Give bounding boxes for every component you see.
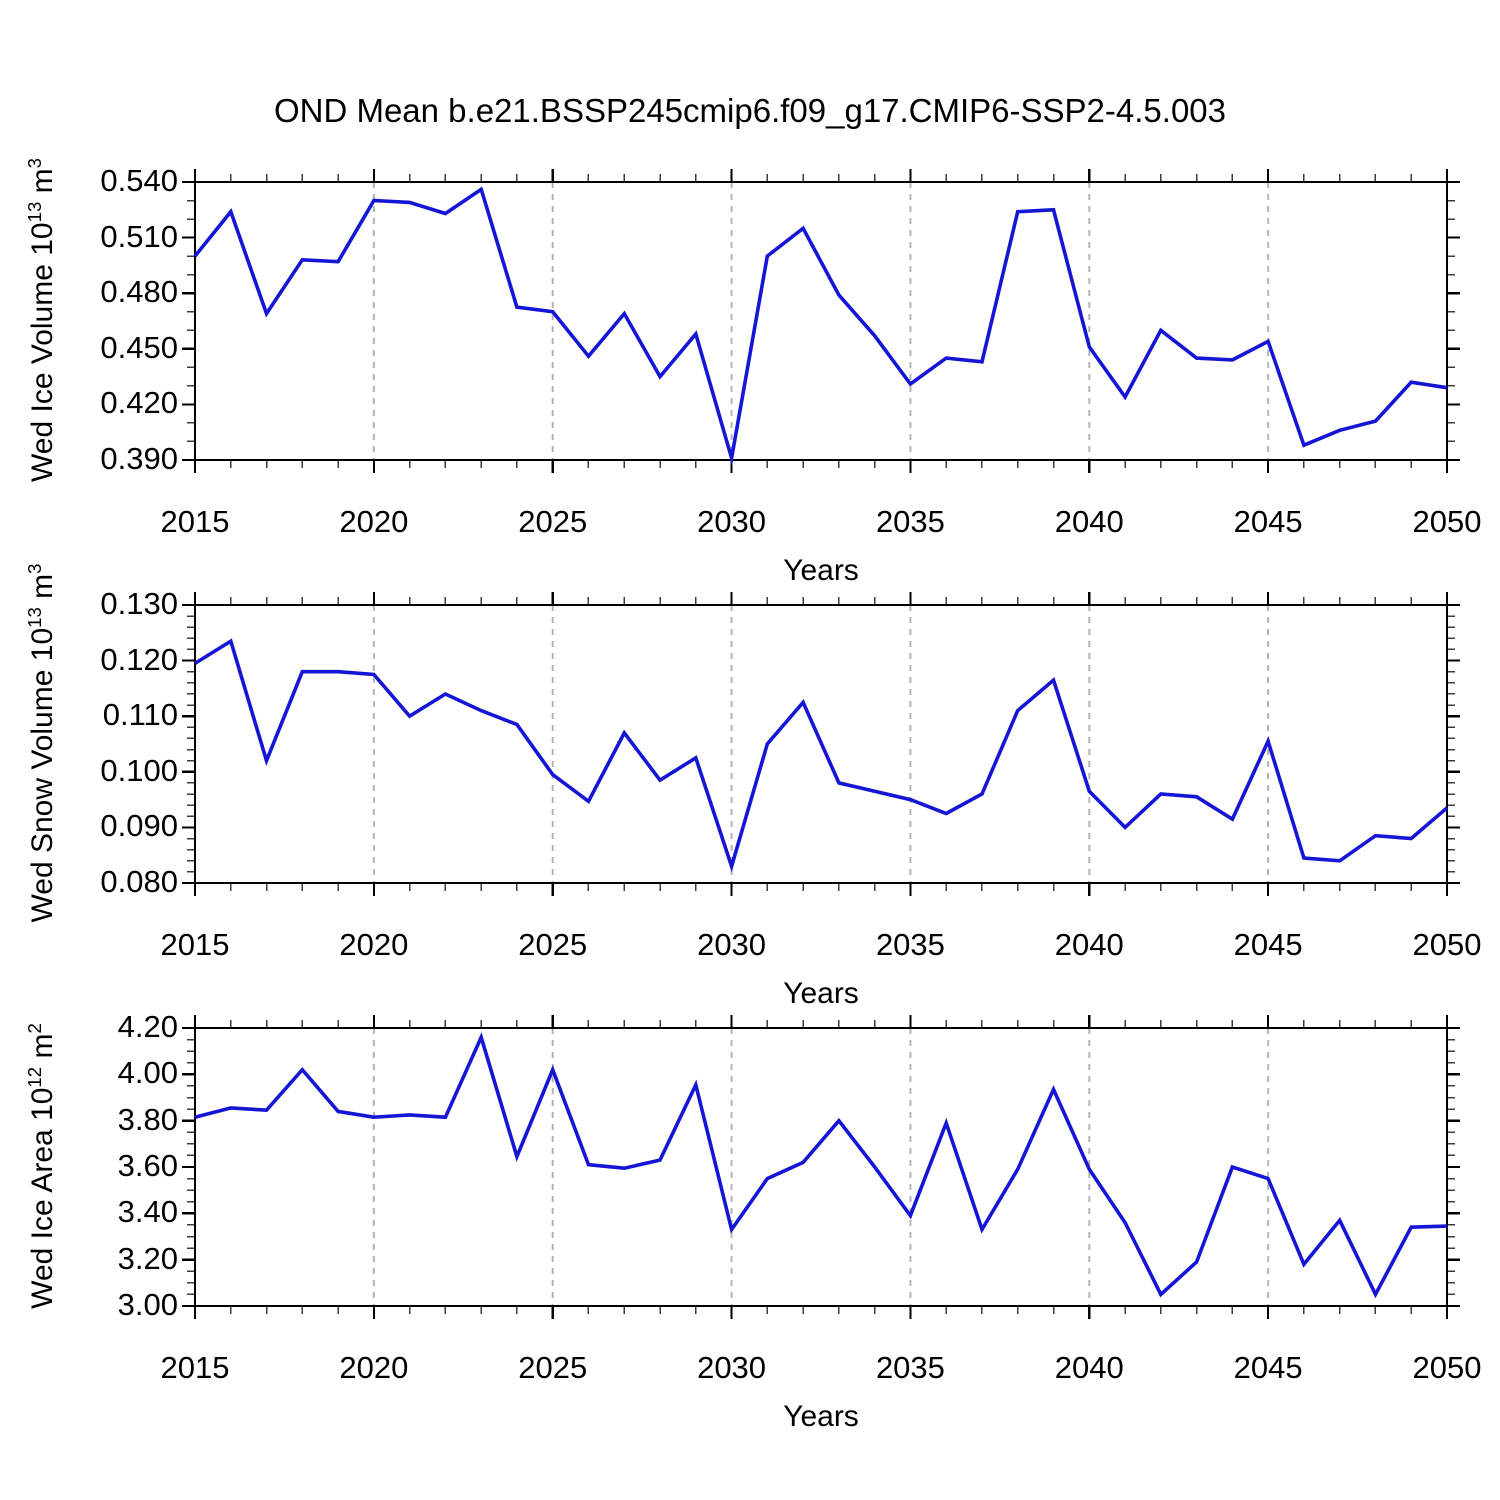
x-tick-label: 2015 xyxy=(160,1350,230,1385)
y-tick-label: 0.110 xyxy=(102,697,178,733)
x-tick-label: 2020 xyxy=(339,927,409,962)
y-tick-label: 0.080 xyxy=(100,864,178,899)
x-tick-label: 2025 xyxy=(518,504,588,539)
data-line-wed-ice-volume xyxy=(193,186,1448,467)
x-tick-label: 2035 xyxy=(875,504,945,539)
x-tick-label: 2015 xyxy=(160,927,230,962)
y-axis-title: Wed Ice Area 1012 m2 xyxy=(24,1023,59,1309)
x-axis-title: Years xyxy=(783,1400,859,1433)
x-tick-label: 2020 xyxy=(339,504,409,539)
y-tick-label: 3.20 xyxy=(117,1240,178,1276)
y-tick-label: 4.00 xyxy=(117,1055,178,1091)
y-tick-label: 0.390 xyxy=(100,441,178,476)
x-tick-label: 2030 xyxy=(697,927,767,962)
x-tick-label: 2045 xyxy=(1233,1350,1303,1385)
data-line-wed-snow-volume xyxy=(194,638,1449,873)
x-tick-label: 2050 xyxy=(1412,927,1482,962)
y-tick-label: 0.450 xyxy=(100,329,178,365)
y-tick-label: 3.80 xyxy=(117,1101,178,1137)
panel-frame-wed-ice-volume xyxy=(194,181,1448,461)
x-axis-title: Years xyxy=(783,554,859,587)
x-tick-label: 2040 xyxy=(1054,927,1124,962)
x-tick-label: 2030 xyxy=(697,504,767,539)
y-tick-label: 0.130 xyxy=(100,586,178,621)
x-tick-label: 2025 xyxy=(518,927,588,962)
y-tick-label: 0.090 xyxy=(100,808,178,844)
x-tick-label: 2045 xyxy=(1233,927,1303,962)
panel-frame-wed-snow-volume xyxy=(194,604,1448,884)
y-tick-label: 0.420 xyxy=(100,385,178,421)
x-tick-label: 2020 xyxy=(339,1350,409,1385)
x-tick-label: 2030 xyxy=(697,1350,767,1385)
y-tick-label: 0.510 xyxy=(100,218,178,254)
x-tick-label: 2050 xyxy=(1412,1350,1482,1385)
y-tick-label: 3.40 xyxy=(117,1194,178,1230)
data-line-wed-ice-area xyxy=(194,1032,1448,1299)
y-tick-label: 4.20 xyxy=(117,1009,178,1044)
page-title: OND Mean b.e21.BSSP245cmip6.f09_g17.CMIP… xyxy=(273,92,1227,129)
x-tick-label: 2035 xyxy=(875,1350,945,1385)
y-tick-label: 0.480 xyxy=(100,274,178,310)
y-tick-label: 3.60 xyxy=(117,1148,178,1183)
x-tick-label: 2025 xyxy=(518,1350,588,1385)
y-tick-label: 3.00 xyxy=(117,1287,178,1322)
x-axis-title: Years xyxy=(783,977,859,1010)
panel-frame-wed-ice-area xyxy=(194,1027,1448,1307)
x-tick-label: 2040 xyxy=(1054,504,1124,539)
x-tick-label: 2040 xyxy=(1054,1350,1124,1385)
x-tick-label: 2045 xyxy=(1233,504,1303,539)
x-tick-label: 2015 xyxy=(160,504,230,539)
y-tick-label: 0.100 xyxy=(100,752,178,788)
x-tick-label: 2050 xyxy=(1412,504,1482,539)
x-tick-label: 2035 xyxy=(875,927,945,962)
y-tick-label: 0.540 xyxy=(100,163,178,198)
y-tick-label: 0.120 xyxy=(100,641,178,677)
